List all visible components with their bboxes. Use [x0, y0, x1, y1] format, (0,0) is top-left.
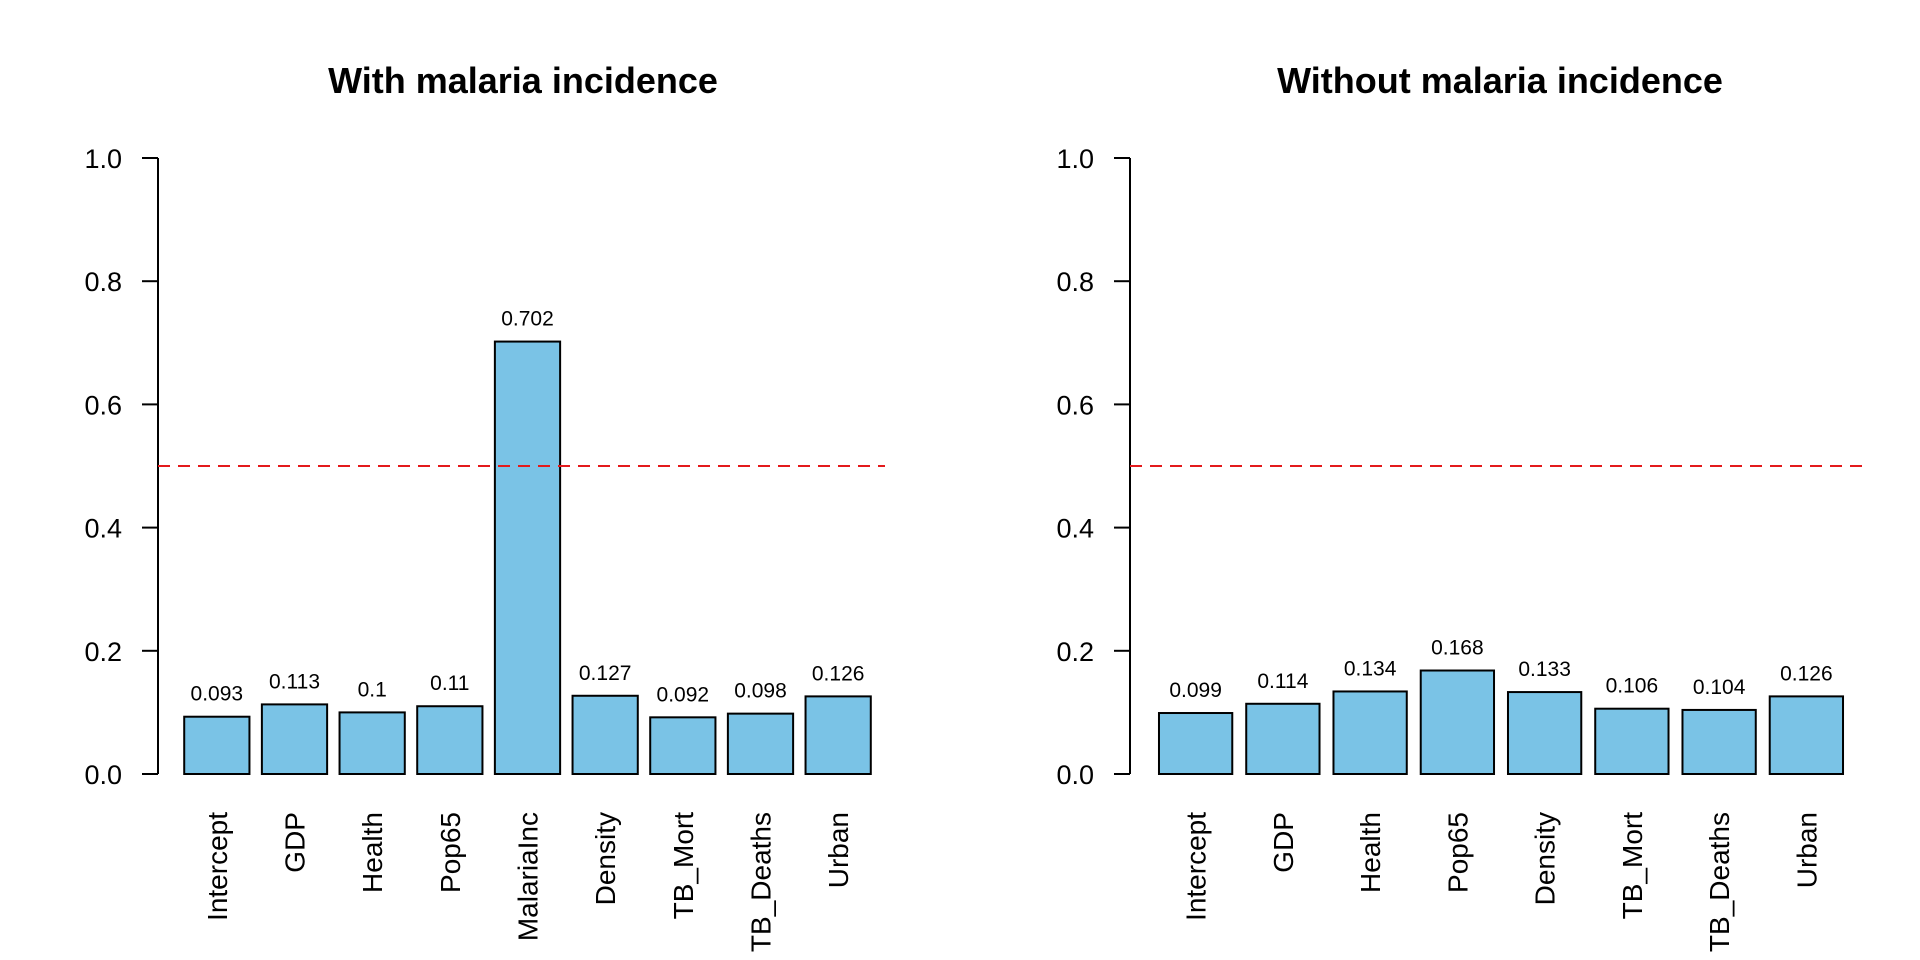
data-label: 0.11	[430, 672, 469, 695]
y-tick-label: 0.6	[84, 390, 122, 420]
data-label: 0.133	[1518, 658, 1571, 681]
data-label: 0.126	[1780, 662, 1833, 685]
x-tick-label: GDP	[280, 812, 311, 873]
data-label: 0.168	[1431, 637, 1484, 660]
bar-tb-deaths	[1681, 708, 1757, 775]
data-label: 0.106	[1606, 675, 1659, 698]
chart-panel-without-malaria: Without malaria incidence 0.0 0.2 0.4 0.6 0.…	[1056, 60, 1862, 952]
bar-intercept	[1157, 712, 1234, 775]
bar-urban	[1768, 695, 1845, 775]
data-label: 0.134	[1344, 657, 1397, 680]
bar-gdp	[260, 703, 329, 776]
x-tick-label: Density	[590, 812, 621, 905]
bar-intercept	[183, 715, 251, 775]
data-label: 0.1	[358, 678, 387, 701]
y-tick-label: 1.0	[1056, 144, 1094, 174]
y-tick-label: 0.8	[1056, 267, 1094, 297]
x-tick-label: TB_Deaths	[746, 812, 777, 952]
data-label: 0.093	[191, 683, 244, 706]
x-tick-label: Urban	[1791, 812, 1822, 888]
bar-gdp	[1245, 702, 1321, 775]
x-tick-label: Urban	[823, 812, 854, 888]
bar-density	[1506, 691, 1583, 776]
chart-title: With malaria incidence	[328, 60, 718, 101]
x-tick-label: Health	[1355, 812, 1386, 893]
bar-health	[338, 711, 406, 776]
x-tick-label: Health	[357, 812, 388, 893]
data-label: 0.114	[1257, 670, 1308, 693]
bar-tb-deaths	[726, 712, 795, 776]
x-tick-label: Intercept	[1181, 812, 1212, 921]
data-label: 0.098	[734, 680, 787, 703]
y-tick-label: 0.4	[1056, 514, 1094, 544]
y-tick-label: 0.2	[1056, 637, 1094, 667]
bar-density	[571, 694, 639, 776]
data-label: 0.702	[501, 308, 554, 331]
x-tick-label: Pop65	[435, 812, 466, 893]
bar-malariainc	[493, 340, 562, 775]
y-tick-label: 0.2	[84, 637, 122, 667]
chart-panel-with-malaria: With malaria incidence 0.0 0.2 0.4 0.6 0.8 1.…	[84, 60, 885, 952]
bar-pop65	[416, 705, 484, 775]
bar-pop65	[1419, 669, 1496, 776]
y-tick-label: 1.0	[84, 144, 122, 174]
y-tick-label: 0.0	[1056, 760, 1094, 790]
x-tick-label: TB_Deaths	[1704, 812, 1735, 952]
bar-urban	[804, 695, 872, 775]
bar-tb-mort	[1594, 707, 1670, 775]
x-tick-label: Density	[1530, 812, 1561, 905]
y-tick-label: 0.6	[1056, 390, 1094, 420]
data-label: 0.127	[579, 662, 632, 685]
y-tick-label: 0.0	[84, 760, 122, 790]
bar-health	[1332, 690, 1408, 775]
x-tick-label: TB_Mort	[668, 812, 699, 920]
chart-title: Without malaria incidence	[1277, 60, 1723, 101]
data-label: 0.126	[812, 662, 865, 685]
y-tick-label: 0.8	[84, 267, 122, 297]
x-tick-label: TB_Mort	[1617, 812, 1648, 920]
x-tick-label: GDP	[1268, 812, 1299, 873]
x-tick-label: Intercept	[202, 812, 233, 921]
y-tick-label: 0.4	[84, 514, 122, 544]
data-label: 0.099	[1169, 679, 1222, 702]
bar-tb-mort	[649, 716, 717, 776]
data-label: 0.104	[1693, 676, 1746, 699]
data-label: 0.113	[269, 670, 320, 693]
x-tick-label: Pop65	[1442, 812, 1473, 893]
data-label: 0.092	[657, 683, 710, 706]
x-tick-label: MalariaInc	[513, 812, 544, 941]
